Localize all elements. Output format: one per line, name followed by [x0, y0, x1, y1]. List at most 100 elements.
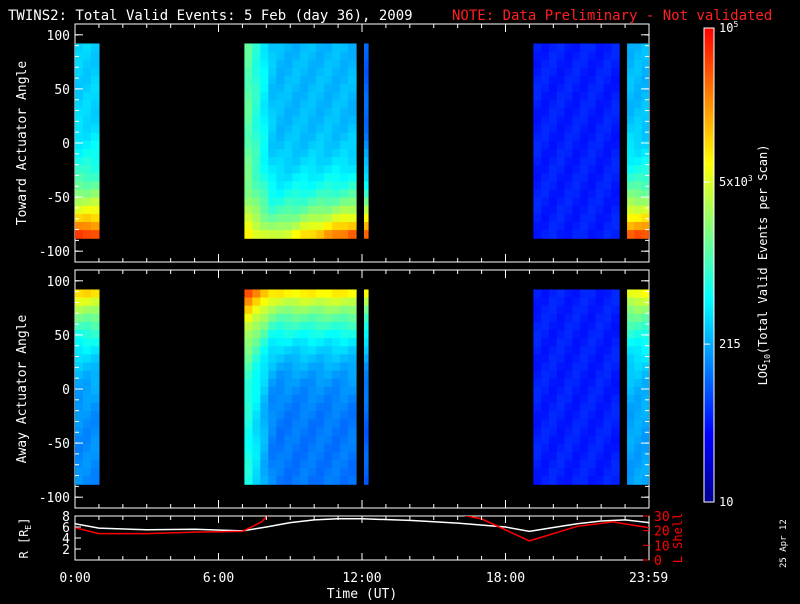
- heatmap-cell: [292, 230, 301, 239]
- heatmap-cell: [340, 116, 349, 126]
- heatmap-cell: [634, 157, 643, 166]
- heatmap-cell: [595, 92, 605, 101]
- heatmap-cell: [603, 165, 612, 174]
- heatmap-cell: [90, 165, 100, 174]
- heatmap-cell: [268, 173, 277, 183]
- heatmap-cell: [300, 394, 309, 404]
- heatmap-cell: [316, 181, 325, 191]
- heatmap-cell: [340, 419, 349, 429]
- heatmap-cell: [292, 403, 301, 412]
- heatmap-cell: [634, 330, 643, 339]
- heatmap-cell: [548, 116, 558, 126]
- heatmap-cell: [580, 100, 589, 109]
- heatmap-cell: [533, 411, 542, 420]
- heatmap-cell: [252, 443, 261, 453]
- heatmap-cell: [627, 321, 635, 331]
- heatmap-cell: [533, 116, 542, 126]
- heatmap-cell: [533, 386, 542, 396]
- heatmap-cell: [340, 173, 349, 183]
- heatmap-cell: [603, 362, 612, 372]
- heatmap-cell: [587, 132, 597, 142]
- heatmap-cell: [324, 157, 333, 166]
- heatmap-cell: [90, 289, 100, 299]
- heatmap-cell: [260, 173, 269, 183]
- heatmap-cell: [603, 289, 612, 299]
- heatmap-cell: [611, 330, 620, 339]
- heatmap-cell: [556, 362, 566, 372]
- heatmap-cell: [276, 427, 285, 437]
- heatmap-cell: [308, 451, 317, 461]
- heatmap-cell: [244, 313, 253, 323]
- heatmap-cell: [276, 330, 285, 339]
- heatmap-cell: [332, 67, 341, 77]
- heatmap-cell: [548, 221, 558, 231]
- heatmap-cell: [572, 173, 581, 183]
- heatmap-cell: [260, 43, 269, 53]
- heatmap-cell: [268, 305, 277, 315]
- heatmap-cell: [587, 451, 597, 461]
- heatmap-cell: [292, 100, 301, 109]
- heatmap-cell: [580, 221, 589, 231]
- heatmap-cell: [634, 476, 643, 485]
- heatmap-cell: [260, 221, 269, 231]
- heatmap-cell: [580, 173, 589, 183]
- heatmap-cell: [634, 108, 643, 118]
- heatmap-cell: [332, 165, 341, 174]
- heatmap-cell: [572, 451, 581, 461]
- x-tick-label: 23:59: [629, 571, 668, 586]
- heatmap-cell: [363, 476, 369, 485]
- heatmap-cell: [348, 443, 357, 453]
- heatmap-cell: [634, 338, 643, 347]
- heatmap-cell: [324, 67, 333, 77]
- heatmap-cell: [572, 84, 581, 93]
- heatmap-cell: [533, 84, 542, 93]
- heatmap-cell: [82, 51, 92, 61]
- heatmap-cell: [244, 132, 253, 142]
- heatmap-cell: [284, 84, 293, 93]
- heatmap-cell: [580, 370, 589, 380]
- heatmap-cell: [75, 451, 84, 461]
- heatmap-cell: [348, 173, 357, 183]
- heatmap-cell: [556, 313, 566, 323]
- heatmap-cell: [363, 148, 369, 158]
- heatmap-cell: [316, 313, 325, 323]
- heatmap-cell: [252, 165, 261, 174]
- heatmap-cell: [556, 100, 566, 109]
- heatmap-cell: [82, 221, 92, 231]
- heatmap-cell: [587, 305, 597, 315]
- heatmap-cell: [587, 213, 597, 223]
- heatmap-cell: [300, 427, 309, 437]
- heatmap-cell: [292, 157, 301, 166]
- heatmap-cell: [580, 108, 589, 118]
- heatmap-cell: [580, 313, 589, 323]
- heatmap-cell: [82, 108, 92, 118]
- heatmap-cell: [634, 435, 643, 445]
- heatmap-cell: [300, 346, 309, 355]
- heatmap-cell: [533, 132, 542, 142]
- heatmap-cell: [533, 394, 542, 404]
- heatmap-cell: [641, 378, 649, 388]
- heatmap-cell: [340, 370, 349, 380]
- heatmap-cell: [556, 51, 566, 61]
- heatmap-cell: [308, 443, 317, 453]
- heatmap-cell: [75, 289, 84, 299]
- heatmap-cell: [348, 313, 357, 323]
- heatmap-cell: [363, 116, 369, 126]
- heatmap-cell: [595, 43, 605, 53]
- heatmap-cell: [556, 92, 566, 101]
- heatmap-cell: [348, 59, 357, 69]
- heatmap-cell: [82, 362, 92, 372]
- colorbar-tick-label: 215: [719, 337, 741, 351]
- heatmap-cell: [324, 419, 333, 429]
- heatmap-cell: [324, 116, 333, 126]
- heatmap-cell: [324, 370, 333, 380]
- heatmap-cell: [641, 386, 649, 396]
- heatmap-cell: [300, 75, 309, 85]
- heatmap-cell: [284, 59, 293, 69]
- heatmap-cell: [252, 297, 261, 307]
- heatmap-cell: [244, 451, 253, 461]
- heatmap-cell: [556, 148, 566, 158]
- heatmap-cell: [587, 230, 597, 239]
- heatmap-cell: [572, 51, 581, 61]
- heatmap-cell: [90, 338, 100, 347]
